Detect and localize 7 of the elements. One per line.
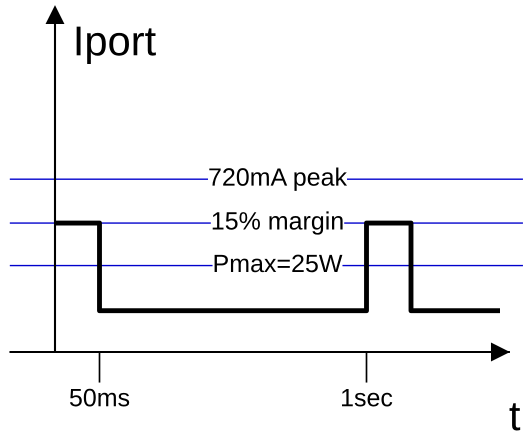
x-axis-title: t [510, 403, 520, 430]
x-tick-label: 50ms [70, 388, 130, 406]
annotation: 720mA peak [209, 168, 348, 191]
annotation: Pmax=25W [214, 254, 342, 272]
y-axis-title: Iport [76, 26, 156, 64]
annotation: 15% margin [212, 211, 343, 235]
x-tick-label: 1sec [342, 389, 392, 406]
